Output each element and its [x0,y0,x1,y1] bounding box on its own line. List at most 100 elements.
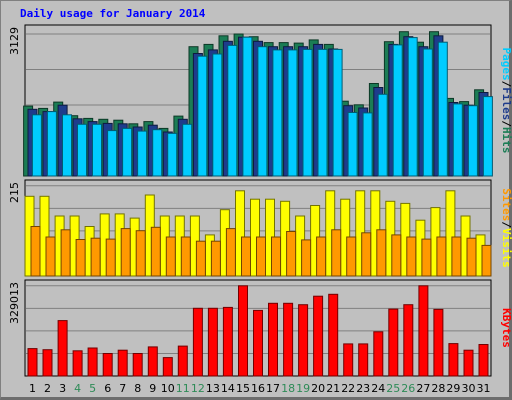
bar-sites-day-8 [135,230,146,277]
legend-separator: / [500,81,512,88]
bar-kbytes-day-2 [42,349,53,377]
x-tick-label-day-25: 25 [386,382,400,395]
bar-sites-day-2 [45,236,56,277]
bar-sites-day-10 [165,236,176,277]
x-tick-label-day-4: 4 [74,382,81,395]
bar-sites-day-13 [210,240,221,277]
bar-pages-day-12 [197,55,208,177]
bar-pages-day-14 [227,44,238,177]
x-tick-label-day-23: 23 [356,382,370,395]
panel-hits-files-pages: 3129 Pages/Files/Hits [8,24,512,177]
bar-sites-day-12 [195,240,206,277]
bar-pages-day-17 [272,49,283,177]
bar-kbytes-day-23 [358,343,369,377]
bar-pages-day-23 [362,112,373,177]
bar-pages-day-29 [452,103,463,177]
bar-kbytes-day-5 [87,347,98,377]
bar-sites-day-5 [90,237,101,277]
bar-kbytes-day-30 [463,349,474,377]
bar-kbytes-day-16 [253,309,263,377]
x-tick-label-day-26: 26 [401,382,415,395]
x-tick-label-day-27: 27 [416,382,430,395]
x-tick-label-day-22: 22 [341,382,355,395]
x-tick-label-day-14: 14 [221,382,235,395]
chart-title: Daily usage for January 2014 [20,7,206,20]
x-tick-label-day-17: 17 [266,382,280,395]
bar-kbytes-day-25 [388,308,399,377]
bar-kbytes-day-8 [132,353,143,377]
bar-pages-day-10 [167,132,178,177]
panel-kbytes: 329013 KBytes [8,279,512,377]
bar-sites-day-24 [376,229,387,277]
legend-entry-sites: Sites [500,188,512,221]
bar-kbytes-day-1 [27,348,38,377]
x-tick-label-day-5: 5 [89,382,96,395]
bar-pages-day-25 [392,44,403,177]
bar-pages-day-9 [152,129,163,177]
bar-kbytes-day-14 [222,306,233,377]
legend-hits-files-pages: Pages/Files/Hits [500,48,512,154]
bar-pages-day-20 [317,48,328,177]
bar-sites-day-7 [120,228,131,277]
bar-sites-day-31 [481,244,492,277]
bar-sites-day-29 [451,236,462,277]
bar-kbytes-day-11 [177,345,188,377]
bar-pages-day-27 [422,48,433,177]
x-tick-label-day-24: 24 [371,382,385,395]
bar-sites-day-20 [316,236,327,277]
bar-kbytes-day-31 [478,344,489,377]
x-tick-label-day-21: 21 [326,382,340,395]
x-tick-label-day-3: 3 [59,382,66,395]
legend-separator: / [500,120,512,127]
x-tick-label-day-1: 1 [29,382,36,395]
x-tick-label-day-9: 9 [149,382,156,395]
bar-visits-day-29 [445,190,456,277]
x-tick-label-day-19: 19 [296,382,310,395]
bar-pages-day-30 [467,105,478,177]
bar-kbytes-day-3 [57,320,68,377]
x-tick-label-day-8: 8 [134,382,141,395]
legend-visits-sites: Sites/Visits [500,188,512,268]
axis-max-label: 3129 [8,27,21,55]
bar-kbytes-day-18 [283,302,294,377]
bar-sites-day-26 [406,236,417,277]
bar-pages-day-16 [257,46,268,177]
x-tick-label-day-16: 16 [251,382,265,395]
bar-kbytes-day-12 [192,307,203,377]
bar-sites-day-9 [150,226,161,277]
bar-pages-day-18 [287,49,298,177]
bar-pages-day-24 [377,93,388,177]
bar-sites-day-30 [466,237,477,277]
bar-pages-day-7 [122,127,133,177]
bar-sites-day-18 [286,231,297,277]
x-tick-label-day-2: 2 [44,382,51,395]
bar-pages-day-4 [77,123,87,177]
x-tick-label-day-29: 29 [446,382,460,395]
bar-sites-day-22 [346,236,357,277]
x-tick-label-day-13: 13 [206,382,220,395]
x-tick-label-day-10: 10 [161,382,175,395]
bar-sites-day-6 [105,238,116,277]
x-tick-label-day-12: 12 [191,382,205,395]
bar-kbytes-day-13 [207,307,218,377]
legend-entry-pages: Pages [500,48,512,81]
bar-kbytes-day-29 [448,343,459,377]
bar-kbytes-day-26 [403,304,414,377]
bar-sites-day-23 [361,232,372,277]
bar-sites-day-15 [241,236,251,277]
bar-kbytes-day-24 [373,331,384,377]
x-tick-label-day-11: 11 [176,382,190,395]
bar-pages-day-31 [482,96,493,177]
bar-kbytes-day-22 [343,343,354,377]
bar-pages-day-13 [212,53,223,177]
bar-pages-day-3 [62,114,72,177]
x-tick-label-day-15: 15 [236,382,250,395]
legend-kbytes: KBytes [500,308,512,348]
bar-pages-day-28 [437,41,448,177]
bar-sites-day-17 [271,236,281,277]
bar-kbytes-day-20 [313,295,324,377]
bar-sites-day-1 [30,226,41,277]
bar-kbytes-day-19 [298,304,309,377]
bar-sites-day-4 [75,239,86,277]
bar-sites-day-14 [225,228,236,277]
